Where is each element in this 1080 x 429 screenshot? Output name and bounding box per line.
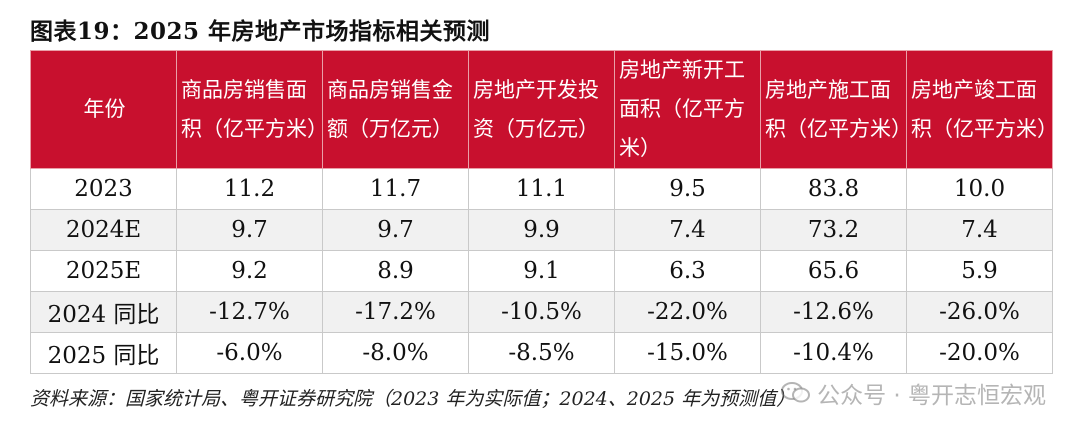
table-cell: 83.8 [760,168,907,210]
table-cell: 7.4 [614,209,761,251]
table-cell: 9.9 [468,209,615,251]
table-cell: 10.0 [906,168,1053,210]
table-cell: 73.2 [760,209,907,251]
table-cell: -8.0% [322,332,469,374]
watermark-text: 公众号 · 粤开志恒宏观 [817,383,1046,409]
table-row: 2025 同比 -6.0% -8.0% -8.5% -15.0% -10.4% … [30,332,1053,374]
watermark: 公众号 · 粤开志恒宏观 [781,376,1046,410]
table-cell: 65.6 [760,250,907,292]
table-cell: 11.7 [322,168,469,210]
header-new-start-area: 房地产新开工面积（亿平方米） [614,50,761,169]
row-label: 2024 同比 [30,291,177,333]
header-dev-investment: 房地产开发投资（万亿元） [468,50,615,169]
table-cell: 7.4 [906,209,1053,251]
table-cell: 5.9 [906,250,1053,292]
table-header-row: 年份 商品房销售面积（亿平方米） 商品房销售金额（万亿元） 房地产开发投资（万亿… [30,50,1058,169]
header-construction-area: 房地产施工面积（亿平方米） [760,50,912,169]
table-row: 2024E 9.7 9.7 9.9 7.4 73.2 7.4 [30,209,1053,251]
table-row: 2023 11.2 11.7 11.1 9.5 83.8 10.0 [30,168,1053,210]
table-cell: -20.0% [906,332,1053,374]
header-year: 年份 [30,50,177,169]
row-label: 2025 同比 [30,332,177,374]
table-cell: -15.0% [614,332,761,374]
table-row: 2024 同比 -12.7% -17.2% -10.5% -22.0% -12.… [30,291,1053,333]
source-note: 资料来源：国家统计局、粤开证券研究院（2023 年为实际值；2024、2025 … [30,388,796,410]
row-label: 2024E [30,209,177,251]
table-cell: -12.6% [760,291,907,333]
wechat-icon [781,382,811,403]
table-cell: 11.2 [176,168,323,210]
forecast-table: 年份 商品房销售面积（亿平方米） 商品房销售金额（万亿元） 房地产开发投资（万亿… [30,50,1058,374]
table-cell: 9.1 [468,250,615,292]
row-label: 2023 [30,168,177,210]
table-cell: 8.9 [322,250,469,292]
figure-title: 图表19：2025 年房地产市场指标相关预测 [30,18,491,45]
table-cell: -6.0% [176,332,323,374]
table-cell: 11.1 [468,168,615,210]
table-cell: 9.7 [176,209,323,251]
table-cell: 9.5 [614,168,761,210]
table-cell: -12.7% [176,291,323,333]
header-completed-area: 房地产竣工面积（亿平方米） [906,50,1058,169]
table-cell: -22.0% [614,291,761,333]
row-label: 2025E [30,250,177,292]
table-row: 2025E 9.2 8.9 9.1 6.3 65.6 5.9 [30,250,1053,292]
table-cell: 6.3 [614,250,761,292]
table-cell: -26.0% [906,291,1053,333]
header-sales-amount: 商品房销售金额（万亿元） [322,50,469,169]
table-cell: 9.7 [322,209,469,251]
table-cell: -17.2% [322,291,469,333]
table-cell: -10.5% [468,291,615,333]
table-cell: -8.5% [468,332,615,374]
table-cell: -10.4% [760,332,907,374]
header-sales-area: 商品房销售面积（亿平方米） [176,50,328,169]
table-cell: 9.2 [176,250,323,292]
